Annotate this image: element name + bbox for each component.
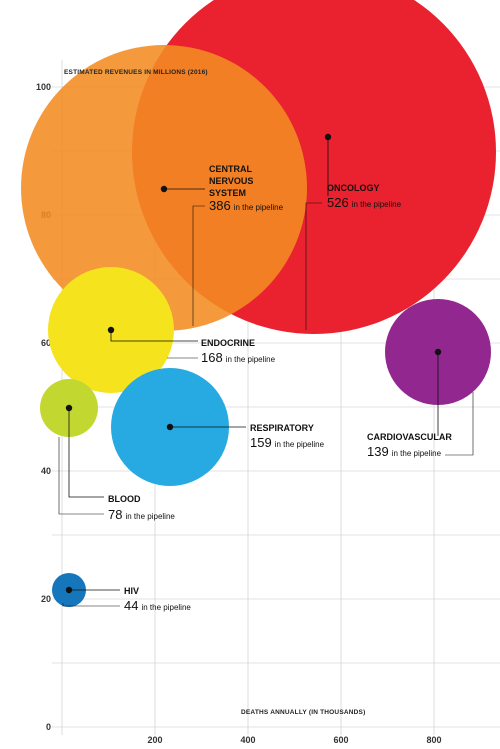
- bubble-labels: ONCOLOGY 526 in the pipeline CENTRAL NERVOUS…: [108, 164, 452, 613]
- label-hiv: HIV: [124, 586, 139, 596]
- pipeline-count-respiratory: 159 in the pipeline: [250, 435, 325, 450]
- y-tick-label: 40: [41, 466, 51, 476]
- label-central-nervous-system: NERVOUS: [209, 176, 253, 186]
- dot-central-nervous-system: [160, 185, 168, 193]
- label-endocrine: ENDOCRINE: [201, 338, 255, 348]
- leader-lines: [58, 137, 474, 607]
- x-tick-label: 200: [147, 735, 162, 745]
- pipeline-count-oncology: 526 in the pipeline: [327, 195, 402, 210]
- leader-line-endocrine: [110, 330, 198, 342]
- label-respiratory: RESPIRATORY: [250, 423, 314, 433]
- dot-respiratory: [166, 423, 174, 431]
- dot-hiv: [65, 586, 73, 594]
- leader-line-blood: [68, 408, 104, 498]
- label-cardiovascular: CARDIOVASCULAR: [367, 432, 452, 442]
- leader-line-oncology-pipeline: [305, 202, 322, 330]
- pipeline-count-cardiovascular: 139 in the pipeline: [367, 444, 442, 459]
- leader-line-blood-pipeline: [58, 437, 104, 515]
- y-tick-label: 60: [41, 338, 51, 348]
- bubble-dots: [65, 133, 442, 594]
- y-tick-label: 0: [46, 722, 51, 732]
- label-central-nervous-system: CENTRAL: [209, 164, 252, 174]
- y-axis-title: ESTIMATED REVENUES IN MILLIONS (2016): [64, 69, 208, 76]
- x-axis-title: DEATHS ANNUALLY (IN THOUSANDS): [241, 709, 365, 716]
- dot-oncology: [324, 133, 332, 141]
- y-tick-label: 100: [36, 82, 51, 92]
- y-tick-label: 20: [41, 594, 51, 604]
- label-blood: BLOOD: [108, 494, 141, 504]
- leader-line-central-nervous-system-pipeline: [192, 205, 205, 326]
- pipeline-count-central-nervous-system: 386 in the pipeline: [209, 198, 284, 213]
- leader-line-cardiovascular-pipeline: [445, 392, 474, 456]
- pipeline-count-blood: 78 in the pipeline: [108, 507, 175, 522]
- x-tick-label: 600: [333, 735, 348, 745]
- label-central-nervous-system: SYSTEM: [209, 188, 246, 198]
- leader-line-hiv-pipeline: [62, 603, 120, 607]
- dot-blood: [65, 404, 73, 412]
- label-oncology: ONCOLOGY: [327, 183, 380, 193]
- pipeline-count-endocrine: 168 in the pipeline: [201, 350, 276, 365]
- dot-endocrine: [107, 326, 115, 334]
- pipeline-count-hiv: 44 in the pipeline: [124, 598, 191, 613]
- bubbles: [21, 0, 496, 607]
- x-tick-label: 400: [240, 735, 255, 745]
- x-tick-label: 800: [426, 735, 441, 745]
- dot-cardiovascular: [434, 348, 442, 356]
